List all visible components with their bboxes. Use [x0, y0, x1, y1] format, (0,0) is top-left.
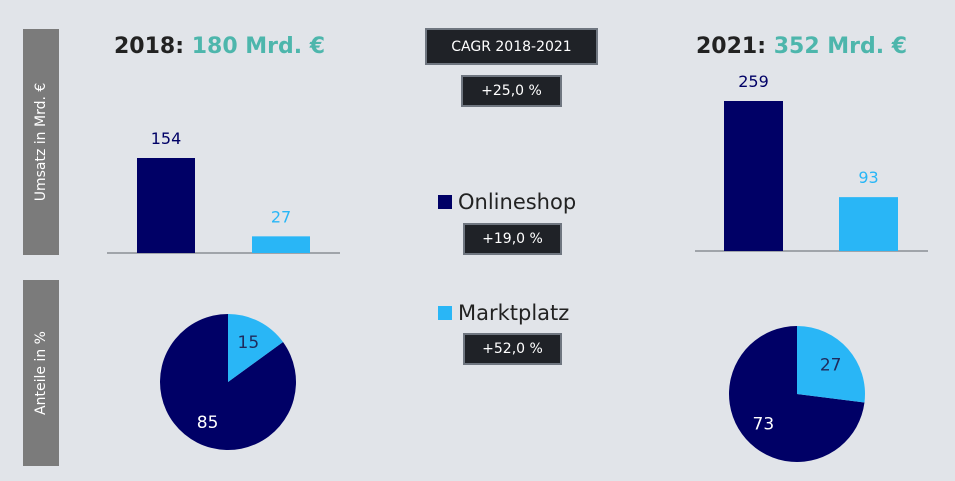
bar-0-0	[137, 158, 195, 253]
bar-value-label-0-1: 27	[271, 207, 291, 226]
title-2018-total: 180 Mrd. €	[191, 34, 326, 59]
cagr-total: +25,0 %	[461, 75, 562, 107]
pie-value-label-1-1: 27	[820, 355, 842, 375]
cagr-marktplatz: +52,0 %	[463, 333, 562, 365]
bar-1-1	[839, 197, 898, 251]
legend-swatch-onlineshop	[438, 195, 452, 209]
y-axis-label-shares: Anteile in %	[23, 280, 59, 466]
bar-value-label-0-0: 154	[151, 129, 182, 148]
y-axis-label-revenue: Umsatz in Mrd. €	[23, 29, 59, 255]
title-2018-year: 2018:	[114, 34, 185, 59]
pie-slice-1-1	[797, 326, 865, 403]
bar-value-label-1-0: 259	[738, 72, 769, 91]
title-2021: 2021: 352 Mrd. €	[696, 34, 907, 59]
bar-0-1	[252, 236, 310, 253]
legend-swatch-marktplatz	[438, 306, 452, 320]
pie-value-label-1-0: 73	[753, 415, 775, 435]
cagr-onlineshop: +19,0 %	[463, 223, 562, 255]
bar-1-0	[724, 101, 783, 251]
title-2021-year: 2021:	[696, 34, 767, 59]
title-2021-total: 352 Mrd. €	[773, 34, 908, 59]
cagr-header: CAGR 2018-2021	[425, 28, 598, 65]
bar-value-label-1-1: 93	[858, 168, 878, 187]
pie-slice-1-0	[729, 326, 865, 462]
legend-label-marktplatz: Marktplatz	[458, 301, 570, 325]
pie-value-label-0-1: 15	[238, 333, 260, 353]
pie-value-label-0-0: 85	[197, 413, 219, 433]
legend-label-onlineshop: Onlineshop	[458, 190, 577, 214]
legend-onlineshop: Onlineshop	[438, 190, 576, 214]
legend-marktplatz: Marktplatz	[438, 301, 569, 325]
pie-slice-0-1	[228, 314, 284, 382]
title-2018: 2018: 180 Mrd. €	[114, 34, 325, 59]
